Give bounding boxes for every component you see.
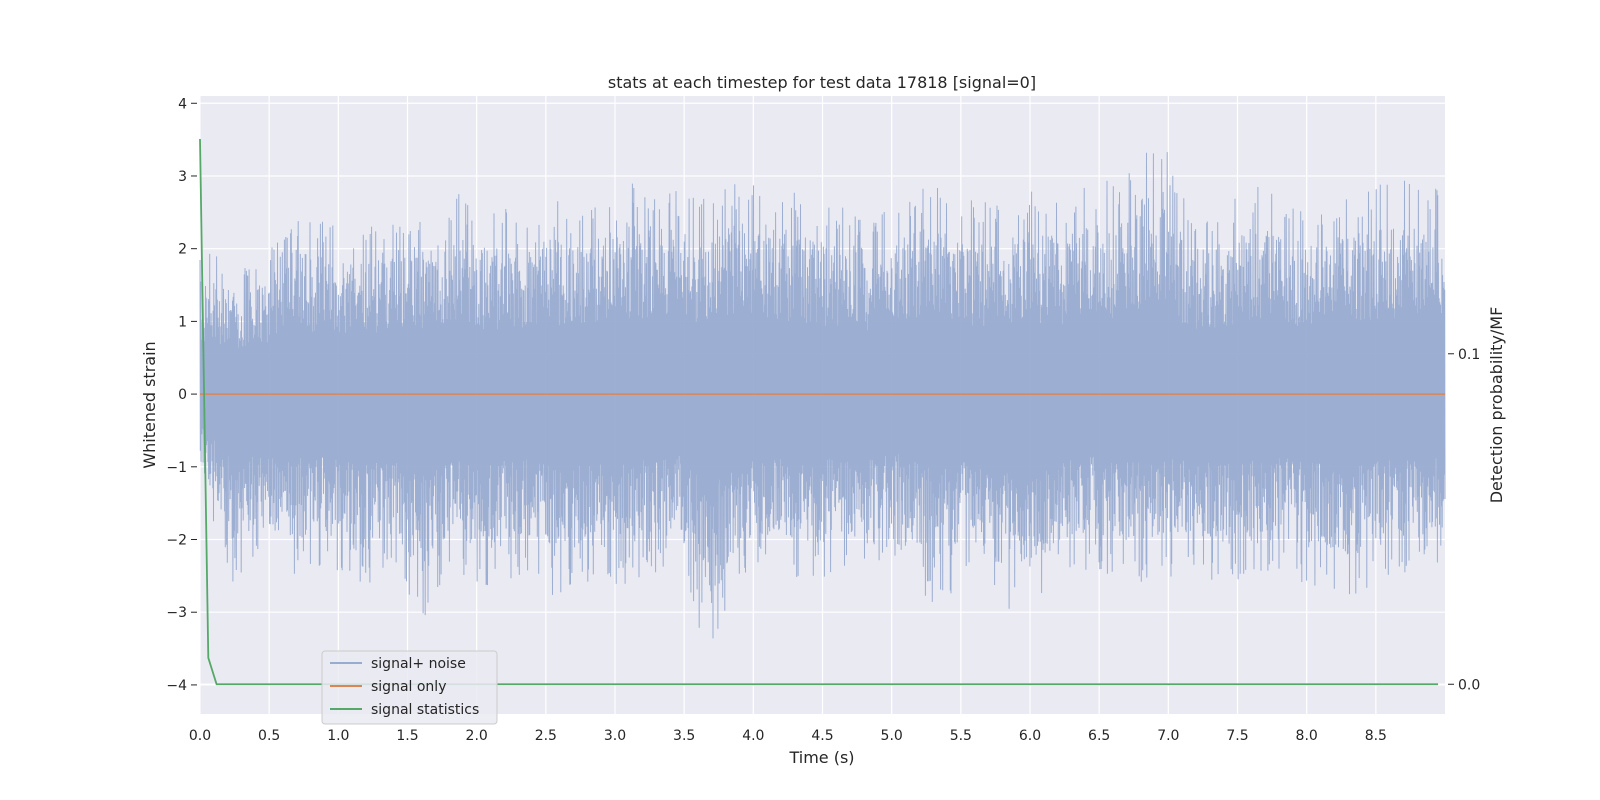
x-tick-label: 1.0 [327,728,349,744]
x-tick-label: 2.0 [466,728,488,744]
x-tick-labels: 0.0 0.5 1.0 1.5 2.0 2.5 3.0 3.5 4.0 4.5 5.0 5.5 6.0 6… [189,728,1387,744]
x-tick-label: 4.5 [811,728,833,744]
legend-label-signal: signal only [371,679,446,695]
y-tick-label: −3 [166,605,187,621]
y-tick-label: −2 [166,533,187,549]
x-axis-label: Time (s) [788,748,854,767]
legend-box [321,650,498,725]
y-tick-label: 4 [178,96,187,112]
line-series [199,138,1445,686]
x-tick-label: 1.5 [396,728,418,744]
legend-label-noise: signal+ noise [371,656,466,672]
x-tick-label: 3.0 [604,728,626,744]
x-tick-label: 0.5 [258,728,280,744]
signal-statistics-line [199,138,1439,686]
y-axis-label: Whitened strain [140,341,159,468]
y-tick-label: 2 [178,242,187,258]
y-tick-label: 3 [178,169,187,185]
legend: signal+ noise signal only signal statist… [321,650,498,725]
x-tick-label: 4.0 [742,728,764,744]
y2-tick-label: 0.0 [1458,677,1480,693]
x-tick-label: 6.0 [1019,728,1041,744]
legend-label-stats: signal statistics [371,702,479,718]
y-tick-label: −4 [166,678,187,694]
x-tick-label: 5.5 [950,728,972,744]
x-tick-label: 5.0 [881,728,903,744]
y2-tick-label: 0.1 [1458,347,1480,363]
y2-axis-label: Detection probability/MF [1487,307,1506,504]
x-tick-label: 0.0 [189,728,211,744]
y-tick-label: 1 [178,314,187,330]
y-tick-label: −1 [166,460,187,476]
x-tick-label: 8.0 [1296,728,1318,744]
x-tick-label: 2.5 [535,728,557,744]
chart-title: stats at each timestep for test data 178… [608,73,1036,92]
x-tick-label: 3.5 [673,728,695,744]
x-tick-label: 6.5 [1088,728,1110,744]
y2-tick-labels: 0.1 0.0 [1448,347,1480,693]
x-tick-label: 8.5 [1365,728,1387,744]
x-tick-label: 7.0 [1157,728,1179,744]
y-tick-labels: 4 3 2 1 0 −1 −2 −3 −4 [166,96,197,694]
x-tick-label: 7.5 [1226,728,1248,744]
y-tick-label: 0 [178,387,187,403]
